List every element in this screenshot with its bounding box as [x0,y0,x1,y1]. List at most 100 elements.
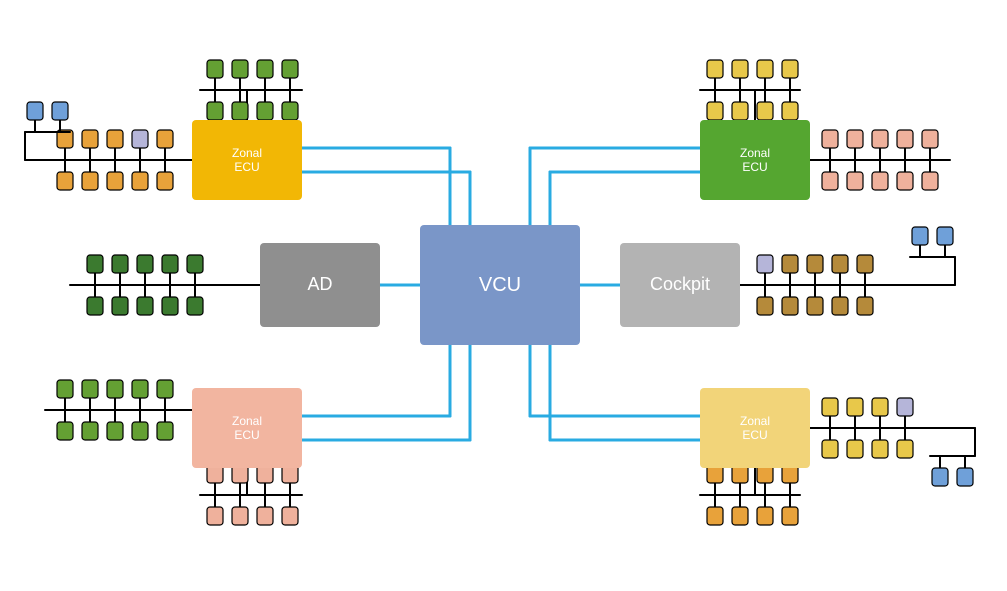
node-label: Cockpit [650,274,710,296]
sensor-icon [137,255,153,273]
sensor-icon [757,297,773,315]
sensor-icon [847,398,863,416]
node-z_tr: Zonal ECU [700,120,810,200]
sensor-icon [57,380,73,398]
sensor-icon [82,172,98,190]
sensor-icon [707,507,723,525]
sensor-icon [897,130,913,148]
sensor-icon [732,507,748,525]
sensor-icon [807,297,823,315]
sensor-icon [757,507,773,525]
sensor-icon [157,380,173,398]
node-label: Zonal ECU [740,414,770,443]
sensor-icon [912,227,928,245]
sensor-icon [107,172,123,190]
sensor-icon [82,422,98,440]
sensor-icon [112,255,128,273]
sensor-icon [282,60,298,78]
sensor-icon [822,398,838,416]
sensor-icon [757,255,773,273]
sensor-icon [707,102,723,120]
sensor-icon [282,507,298,525]
sensor-icon [157,172,173,190]
node-label: Zonal ECU [232,414,262,443]
sensor-icon [52,102,68,120]
sensor-icon [207,507,223,525]
sensor-icon [857,255,873,273]
diagram-stage: VCU AD Cockpit Zonal ECU Zonal ECU Zonal ECU Z… [0,0,1007,591]
sensor-icon [157,422,173,440]
node-label: Zonal ECU [232,146,262,175]
sensor-icon [957,468,973,486]
sensor-icon [822,440,838,458]
sensor-icon [822,172,838,190]
sensor-icon [872,440,888,458]
sensor-icon [282,102,298,120]
sensor-icon [872,172,888,190]
sensor-icon [257,102,273,120]
sensor-icon [782,507,798,525]
sensor-icon [187,255,203,273]
sensor-icon [132,130,148,148]
sensor-icon [822,130,838,148]
sensor-icon [57,172,73,190]
sensor-icon [872,398,888,416]
sensor-icon [257,60,273,78]
sensor-icon [82,130,98,148]
sensor-icon [232,507,248,525]
sensor-icon [872,130,888,148]
sensor-icon [137,297,153,315]
sensor-icon [807,255,823,273]
node-z_bl: Zonal ECU [192,388,302,468]
sensor-icon [107,422,123,440]
node-vcu: VCU [420,225,580,345]
node-label: AD [307,274,332,296]
sensor-icon [782,60,798,78]
node-z_br: Zonal ECU [700,388,810,468]
node-cockpit: Cockpit [620,243,740,327]
sensor-icon [897,398,913,416]
sensor-icon [757,102,773,120]
sensor-icon [732,102,748,120]
node-label: VCU [479,273,521,297]
sensor-icon [937,227,953,245]
sensor-icon [707,60,723,78]
sensor-icon [897,440,913,458]
sensor-icon [157,130,173,148]
sensor-icon [82,380,98,398]
sensor-icon [757,60,773,78]
sensor-icon [132,422,148,440]
sensor-icon [782,297,798,315]
sensor-icon [112,297,128,315]
sensor-icon [87,297,103,315]
sensor-icon [162,297,178,315]
node-z_tl: Zonal ECU [192,120,302,200]
sensor-icon [257,507,273,525]
sensor-icon [847,130,863,148]
sensor-icon [832,255,848,273]
sensor-icon [187,297,203,315]
sensor-icon [922,130,938,148]
sensor-icon [232,60,248,78]
sensor-icon [232,102,248,120]
sensor-icon [782,255,798,273]
sensor-icon [732,60,748,78]
node-ad: AD [260,243,380,327]
node-label: Zonal ECU [740,146,770,175]
sensor-icon [932,468,948,486]
sensor-icon [87,255,103,273]
sensor-icon [132,172,148,190]
sensor-icon [27,102,43,120]
sensor-icon [782,102,798,120]
sensor-icon [57,422,73,440]
sensor-icon [107,130,123,148]
sensor-icon [847,440,863,458]
sensor-icon [107,380,123,398]
sensor-icon [922,172,938,190]
sensor-icon [207,102,223,120]
sensor-icon [162,255,178,273]
sensor-icon [847,172,863,190]
sensor-icon [207,60,223,78]
sensor-icon [132,380,148,398]
sensor-icon [857,297,873,315]
